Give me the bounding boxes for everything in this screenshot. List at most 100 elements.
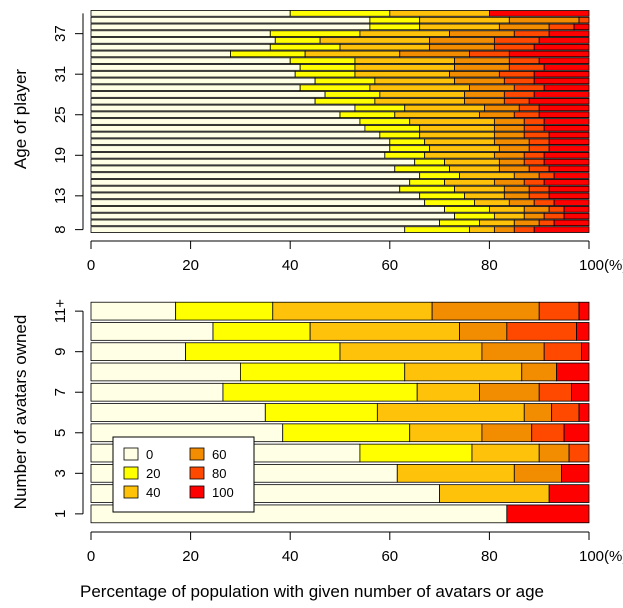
bar-segment bbox=[449, 30, 515, 37]
bar-segment bbox=[553, 172, 590, 179]
bar-segment bbox=[269, 43, 341, 51]
bar-segment bbox=[548, 131, 590, 139]
bar-segment bbox=[503, 91, 535, 98]
legend-label: 0 bbox=[146, 447, 153, 462]
bar-segment bbox=[90, 84, 301, 91]
bar-segment bbox=[90, 70, 296, 78]
bar-segment bbox=[578, 301, 590, 321]
bar-segment bbox=[548, 192, 590, 200]
x-tick-label: 40 bbox=[282, 257, 299, 274]
bar-segment bbox=[548, 206, 565, 213]
bar-segment bbox=[239, 362, 406, 382]
bar-segment bbox=[543, 342, 582, 362]
bar-segment bbox=[269, 30, 361, 37]
bar-segment bbox=[439, 219, 480, 227]
bar-segment bbox=[90, 91, 326, 98]
bar-segment bbox=[90, 322, 214, 341]
bar-segment bbox=[543, 158, 590, 166]
bar-segment bbox=[90, 382, 224, 402]
x-axis-title: Percentage of population with given numb… bbox=[80, 582, 544, 601]
bar-segment bbox=[464, 192, 505, 200]
bar-segment bbox=[523, 124, 545, 132]
bar-segment bbox=[578, 16, 590, 24]
bar-segment bbox=[543, 212, 565, 220]
legend-label: 60 bbox=[212, 447, 226, 462]
bar-segment bbox=[484, 104, 520, 112]
bar-segment bbox=[548, 23, 575, 31]
bar-segment bbox=[548, 165, 590, 173]
bar-segment bbox=[464, 97, 505, 105]
bar-segment bbox=[464, 91, 505, 98]
legend-label: 100 bbox=[212, 485, 234, 500]
bar-segment bbox=[185, 342, 341, 362]
y-tick-label: 8 bbox=[52, 225, 69, 233]
legend-swatch bbox=[189, 447, 205, 461]
bar-segment bbox=[354, 57, 455, 64]
bar-segment bbox=[488, 10, 590, 17]
bar-segment bbox=[533, 43, 590, 51]
y-axis-title: Number of avatars owned bbox=[11, 315, 30, 510]
bar-segment bbox=[543, 64, 590, 71]
x-tick-label: 20 bbox=[182, 257, 199, 274]
bar-segment bbox=[553, 199, 590, 206]
bar-segment bbox=[90, 165, 396, 173]
bar-segment bbox=[399, 50, 470, 58]
y-tick-label: 3 bbox=[52, 469, 69, 477]
bar-segment bbox=[454, 64, 510, 71]
bar-segment bbox=[506, 504, 590, 524]
bar-segment bbox=[424, 199, 475, 206]
bar-segment bbox=[548, 30, 590, 37]
bar-segment bbox=[533, 91, 590, 98]
bar-segment bbox=[274, 37, 321, 44]
bar-segment bbox=[90, 97, 316, 105]
y-tick-label: 1 bbox=[52, 510, 69, 518]
bar-segment bbox=[523, 158, 545, 166]
bar-segment bbox=[90, 138, 391, 146]
bar-segment bbox=[90, 104, 356, 112]
bar-segment bbox=[481, 342, 545, 362]
bar-segment bbox=[493, 152, 525, 159]
bar-segment bbox=[493, 226, 515, 233]
bar-segment bbox=[309, 322, 460, 341]
bar-segment bbox=[493, 118, 525, 125]
bar-segment bbox=[459, 172, 515, 179]
bar-segment bbox=[538, 219, 555, 227]
bar-segment bbox=[90, 179, 411, 186]
bar-segment bbox=[444, 206, 490, 213]
bar-segment bbox=[548, 138, 590, 146]
bar-segment bbox=[90, 131, 381, 139]
bar-segment bbox=[508, 199, 535, 206]
bar-segment bbox=[431, 301, 540, 321]
bar-segment bbox=[493, 124, 525, 132]
bar-segment bbox=[379, 131, 421, 139]
bar-segment bbox=[449, 165, 500, 173]
bar-segment bbox=[90, 212, 455, 220]
bar-segment bbox=[222, 382, 418, 402]
bar-segment bbox=[319, 37, 431, 44]
bar-segment bbox=[90, 172, 421, 179]
bar-segment bbox=[481, 423, 533, 443]
bar-segment bbox=[289, 10, 391, 17]
bar-segment bbox=[429, 37, 495, 44]
bar-segment bbox=[528, 192, 550, 200]
x-tick-label: 80 bbox=[481, 548, 498, 565]
bar-segment bbox=[90, 64, 301, 71]
bar-segment bbox=[573, 23, 590, 31]
bar-segment bbox=[469, 84, 515, 91]
bar-segment bbox=[314, 97, 376, 105]
bar-segment bbox=[454, 185, 505, 193]
legend-swatch bbox=[123, 447, 139, 461]
legend: 0 20 40 60 80 100 bbox=[112, 436, 255, 513]
bar-segment bbox=[493, 37, 540, 44]
bar-segment bbox=[523, 152, 545, 159]
bar-segment bbox=[374, 97, 465, 105]
bar-segment bbox=[90, 403, 266, 422]
x-tick-label: 100(%) bbox=[579, 548, 623, 565]
bar-segment bbox=[513, 30, 550, 37]
bar-segment bbox=[493, 138, 530, 146]
bar-segment bbox=[503, 192, 530, 200]
bar-segment bbox=[354, 70, 450, 78]
bar-segment bbox=[528, 145, 550, 152]
bar-segment bbox=[508, 16, 580, 24]
bar-segment bbox=[404, 226, 470, 233]
